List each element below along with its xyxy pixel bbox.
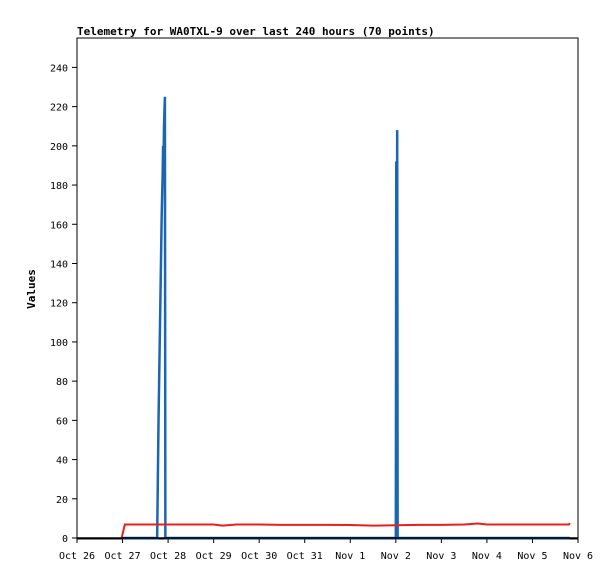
- x-tick-label: Nov 1: [335, 551, 365, 562]
- y-tick-label: 60: [56, 416, 68, 427]
- y-tick-label: 180: [50, 181, 68, 192]
- x-tick-label: Nov 2: [381, 551, 411, 562]
- y-tick-label: 80: [56, 377, 68, 388]
- x-tick-label: Oct 26: [59, 551, 95, 562]
- y-tick-label: 120: [50, 299, 68, 310]
- y-tick-label: 40: [56, 456, 68, 467]
- y-tick-label: 220: [50, 103, 68, 114]
- x-tick-label: Oct 29: [196, 551, 232, 562]
- y-axis-label: Values: [25, 269, 38, 309]
- y-axis-ticks: 0 20 40 60 80 100 120 140 160 180 200 220 240: [50, 63, 77, 545]
- x-tick-label: Nov 3: [426, 551, 456, 562]
- x-tick-label: Oct 31: [287, 551, 323, 562]
- y-tick-label: 140: [50, 259, 68, 270]
- x-tick-label: Nov 5: [517, 551, 547, 562]
- y-tick-label: 100: [50, 338, 68, 349]
- x-tick-label: Oct 28: [150, 551, 186, 562]
- plot-area: [76, 37, 579, 540]
- x-axis-ticks: Oct 26 Oct 27 Oct 28 Oct 29 Oct 30 Oct 31 Nov …: [59, 538, 593, 562]
- x-tick-label: Nov 6: [563, 551, 593, 562]
- y-tick-label: 240: [50, 63, 68, 74]
- series-layer: [120, 96, 571, 540]
- y-tick-label: 20: [56, 495, 68, 506]
- x-tick-label: Oct 30: [241, 551, 277, 562]
- chart-title: Telemetry for WA0TXL-9 over last 240 hou…: [77, 25, 435, 38]
- y-tick-label: 200: [50, 142, 68, 153]
- x-tick-label: Nov 4: [472, 551, 502, 562]
- series-line-2: [120, 522, 571, 539]
- y-tick-label: 0: [62, 534, 68, 545]
- x-tick-label: Oct 27: [104, 551, 140, 562]
- series-line-1: [121, 96, 570, 540]
- y-tick-label: 160: [50, 220, 68, 231]
